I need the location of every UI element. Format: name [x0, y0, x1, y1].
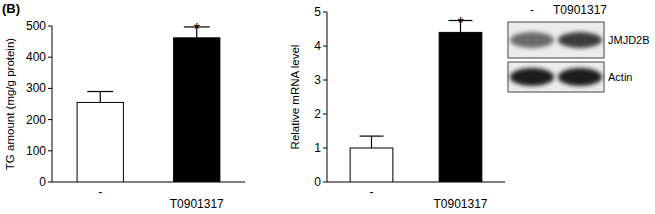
y-tick [323, 12, 327, 13]
y-axis [52, 26, 53, 182]
x-tick-label: - [98, 185, 102, 199]
blot-band [510, 32, 554, 48]
y-tick [48, 88, 52, 89]
y-tick-label: 400 [26, 50, 46, 64]
blot-band [558, 32, 602, 48]
y-tick [48, 150, 52, 151]
error-cap [360, 136, 384, 137]
blot-strip [508, 22, 604, 58]
y-tick-label: 4 [314, 39, 321, 53]
bar [350, 148, 393, 182]
y-tick [48, 57, 52, 58]
blot-band [558, 68, 602, 86]
y-tick [323, 182, 327, 183]
y-tick [323, 46, 327, 47]
lane-label: - [530, 3, 534, 17]
y-tick-label: 0 [39, 175, 46, 189]
error-bar [100, 92, 101, 103]
y-tick-label: 500 [26, 19, 46, 33]
western-blot: - T0901317 JMJD2B Actin [508, 3, 650, 92]
significance-mark: * [457, 15, 463, 32]
significance-mark: * [194, 21, 200, 38]
band-label: Actin [608, 71, 632, 83]
y-tick-label: 0 [314, 175, 321, 189]
lane-label: T0901317 [553, 3, 607, 17]
band-label: JMJD2B [608, 34, 650, 46]
y-tick [323, 148, 327, 149]
plot-area [77, 27, 220, 182]
chart: 0 100 200 300 400 500 TG amount (mg/g protein)… [4, 19, 245, 211]
y-axis-label: Relative mRNA level [289, 45, 301, 150]
y-tick-label: 200 [26, 113, 46, 127]
y-tick-label: 2 [314, 107, 321, 121]
blot-band [510, 68, 554, 86]
plot-area [350, 21, 482, 183]
error-bar [371, 136, 372, 148]
bar [174, 38, 220, 182]
bar [77, 102, 123, 182]
y-axis-label: TG amount (mg/g protein) [4, 38, 16, 170]
y-axis [327, 12, 328, 182]
panel-label: (B) [2, 1, 20, 16]
error-cap [87, 91, 113, 92]
y-tick [48, 26, 52, 27]
y-tick-label: 3 [314, 73, 321, 87]
y-tick [323, 80, 327, 81]
y-tick-label: 300 [26, 81, 46, 95]
x-tick-label: T0901317 [433, 197, 487, 211]
x-tick-label: T0901317 [170, 197, 224, 211]
y-tick-label: 5 [314, 5, 321, 19]
bar [439, 32, 482, 182]
y-tick [323, 114, 327, 115]
x-tick-label: - [370, 185, 374, 199]
chart: 0 1 2 3 4 5 Relative mRNA level - T0901317 * [289, 5, 505, 211]
y-tick [48, 119, 52, 120]
y-tick-label: 100 [26, 144, 46, 158]
blot-strip [508, 62, 604, 92]
y-tick-label: 1 [314, 141, 321, 155]
y-tick [48, 182, 52, 183]
